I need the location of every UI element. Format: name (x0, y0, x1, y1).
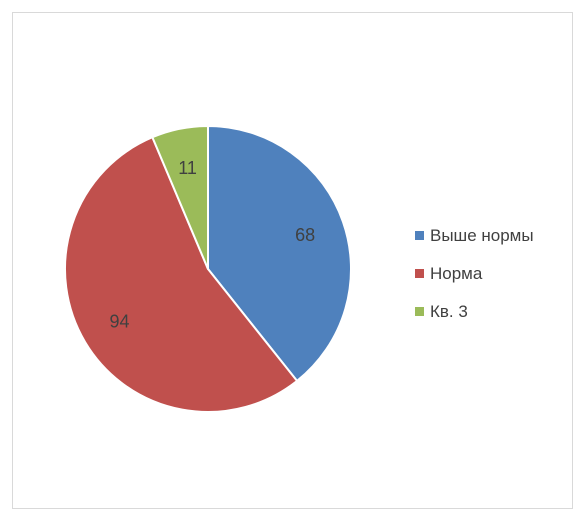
pie-slice (64, 136, 299, 413)
data-label: 68 (295, 225, 315, 245)
data-label: 94 (109, 312, 129, 332)
chart-area: 68 94 11 Выше нормы Норма Кв. 3 (12, 12, 573, 509)
legend-swatch (415, 307, 424, 316)
legend-label: Выше нормы (430, 225, 534, 245)
legend-label: Норма (430, 263, 483, 283)
legend-item: Норма (415, 263, 534, 284)
legend-label: Кв. 3 (430, 301, 468, 321)
pie-slice (207, 125, 352, 382)
pie-data-labels: 68 94 11 (109, 158, 315, 331)
pie-slice (151, 125, 209, 270)
legend-item: Выше нормы (415, 225, 534, 246)
pie-slices (64, 125, 352, 413)
legend-item: Кв. 3 (415, 301, 534, 322)
data-label: 11 (178, 158, 197, 178)
legend-swatch (415, 231, 424, 240)
pie-chart: 68 94 11 (64, 125, 352, 413)
legend-swatch (415, 269, 424, 278)
legend: Выше нормы Норма Кв. 3 (415, 225, 534, 339)
